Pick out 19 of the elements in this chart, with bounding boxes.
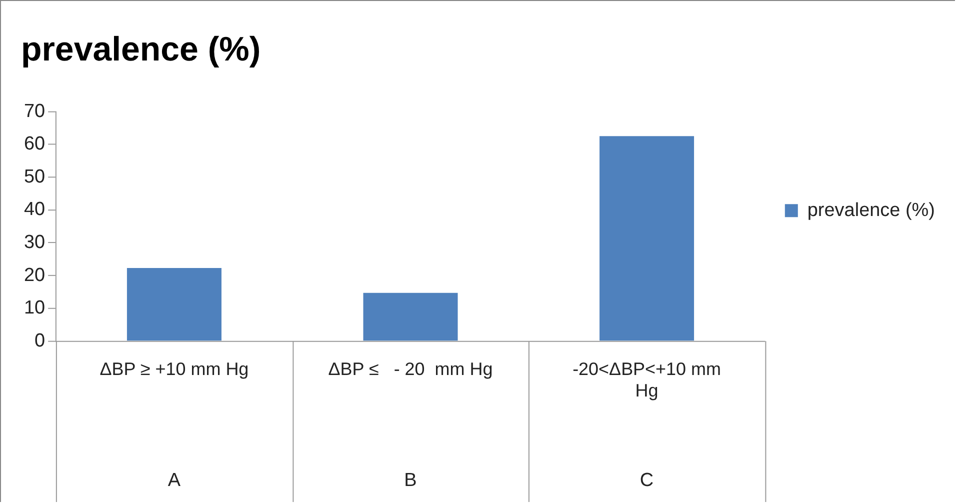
- y-tick-label: 0: [34, 330, 46, 352]
- x-tick-label: -20<ΔBP<+10 mm Hg: [572, 358, 721, 400]
- y-tick-label: 30: [24, 232, 46, 253]
- y-tick-label: 50: [24, 166, 46, 188]
- x-tick-label: ΔBP ≤ - 20 mm Hg: [328, 358, 493, 379]
- x-tick-label: ΔBP ≥ +10 mm Hg: [100, 358, 249, 379]
- text: B: [404, 470, 417, 491]
- text: A: [168, 470, 181, 491]
- bar: [363, 292, 458, 341]
- text: C: [640, 470, 654, 491]
- legend-label: prevalence (%): [807, 200, 936, 221]
- bar: [600, 136, 694, 341]
- bar: [126, 268, 222, 341]
- y-tick-label: 10: [24, 298, 46, 319]
- y-tick-label: 40: [24, 199, 46, 220]
- y-tick-label: 20: [24, 264, 46, 286]
- y-tick-label: 60: [24, 134, 46, 155]
- y-tick-label: 70: [24, 100, 46, 122]
- chart-title: prevalence (%): [20, 30, 261, 69]
